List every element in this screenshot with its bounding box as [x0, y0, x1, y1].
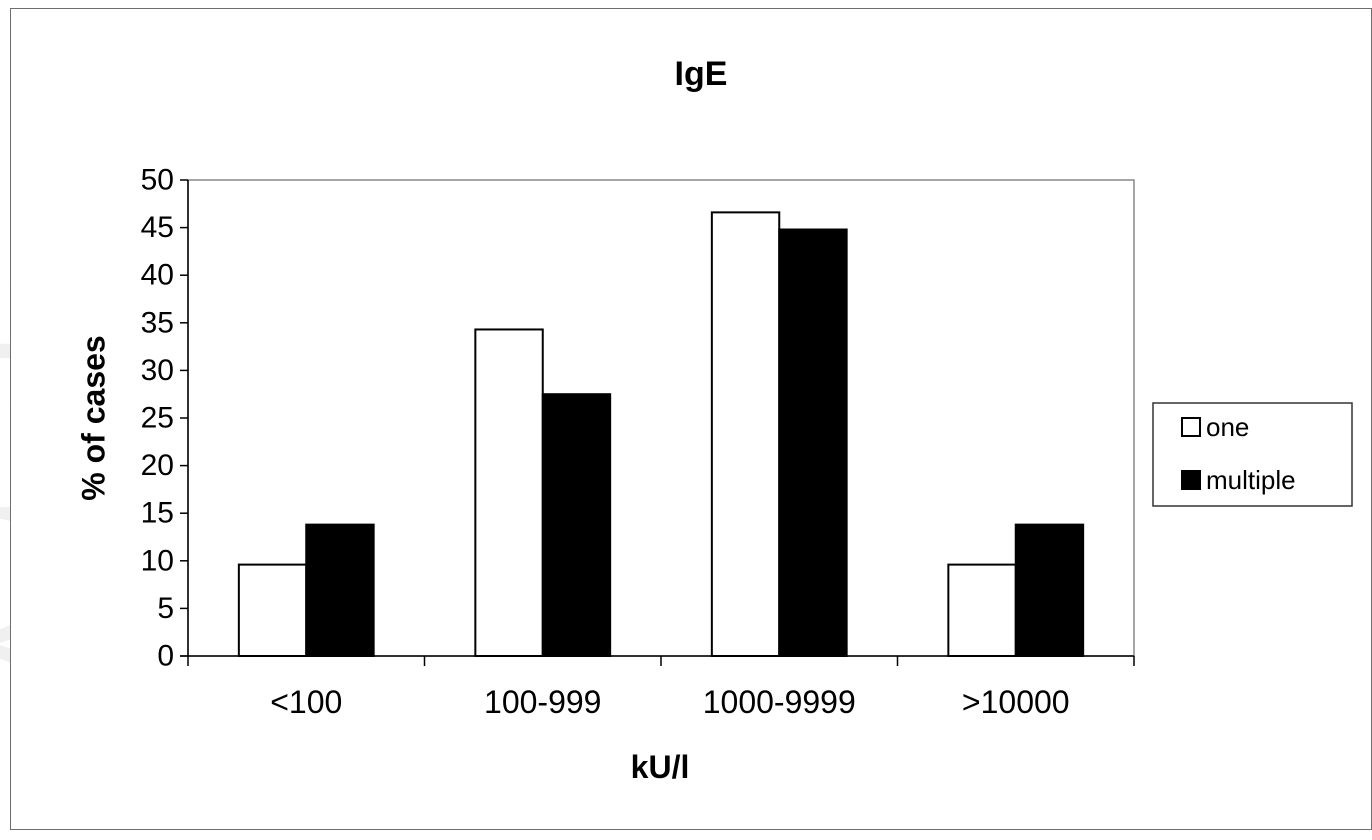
y-tick-label: 45 [141, 211, 174, 244]
x-tick-label: <100 [270, 684, 342, 720]
bar-multiple-1 [541, 393, 612, 657]
y-tick-label: 50 [141, 164, 174, 197]
y-tick-label: 0 [157, 640, 174, 673]
x-tick-label: >10000 [962, 684, 1070, 720]
x-axis-title: kU/l [631, 749, 690, 785]
bar-one-3 [947, 563, 1017, 657]
bar-one-2 [710, 211, 781, 657]
bar-multiple-2 [778, 228, 848, 657]
bar-multiple-0 [305, 523, 375, 658]
legend-swatch-multiple [1181, 470, 1201, 490]
chart-frame [10, 8, 1372, 830]
bar-one-1 [474, 328, 544, 657]
legend-swatch-one [1181, 417, 1201, 437]
chart-title: IgE [675, 55, 728, 93]
legend-label-one: one [1206, 412, 1249, 442]
y-tick-label: 25 [141, 402, 174, 435]
y-tick-label: 20 [141, 449, 174, 482]
bar-one-0 [237, 563, 308, 657]
legend: one multiple [1152, 402, 1353, 507]
y-tick-label: 15 [141, 497, 174, 530]
bars [237, 211, 1085, 658]
legend-label-multiple: multiple [1206, 465, 1296, 495]
y-tick-label: 5 [157, 592, 174, 625]
y-axis: 0 5 10 15 20 25 30 35 40 45 50 [141, 164, 189, 673]
bar-multiple-3 [1014, 523, 1085, 658]
x-tick-label: 100-999 [484, 684, 601, 720]
x-tick-label: 1000-9999 [703, 684, 856, 720]
x-axis: <100 100-999 1000-9999 >10000 [180, 655, 1135, 720]
y-tick-label: 10 [141, 544, 174, 577]
y-axis-title: % of cases [75, 335, 111, 500]
y-tick-label: 35 [141, 306, 174, 339]
y-tick-label: 30 [141, 354, 174, 387]
y-tick-label: 40 [141, 259, 174, 292]
